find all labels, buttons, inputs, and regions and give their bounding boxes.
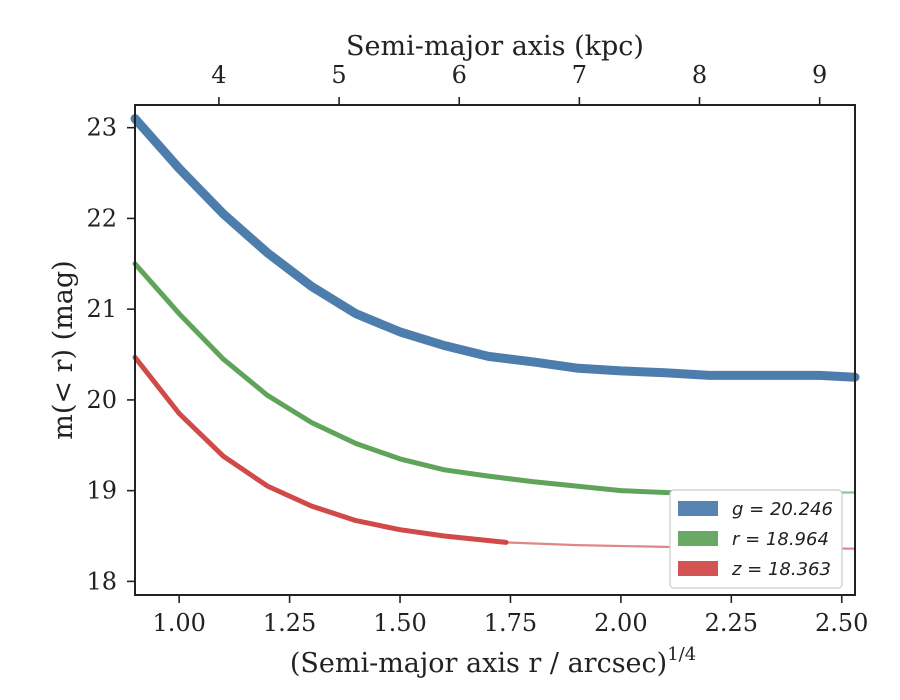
top-tick-label: 8 [692, 61, 707, 89]
top-axis-title: Semi-major axis (kpc) [346, 31, 644, 62]
top-tick-label: 5 [331, 61, 346, 89]
top-tick-label: 7 [572, 61, 587, 89]
x-tick-label: 2.50 [815, 609, 868, 637]
y-tick-label: 18 [86, 567, 117, 595]
legend-swatch-r [678, 531, 718, 546]
x-tick-label: 2.00 [594, 609, 647, 637]
x-axis-title-exponent: 1/4 [667, 644, 696, 665]
top-x-axis: 4 5 6 7 8 9 [211, 61, 827, 105]
x-tick-label: 2.25 [705, 609, 758, 637]
top-tick-label: 6 [452, 61, 467, 89]
top-tick-label: 4 [211, 61, 226, 89]
x-axis-title: (Semi-major axis r / arcsec)1/4 [290, 644, 696, 679]
x-tick-label: 1.75 [484, 609, 537, 637]
y-tick-label: 21 [86, 295, 117, 323]
y-axis: 18 19 20 21 22 23 [86, 114, 135, 595]
legend-label-g: g = 20.246 [732, 499, 833, 520]
legend-label-r: r = 18.964 [732, 529, 829, 550]
y-tick-label: 23 [86, 114, 117, 142]
legend-label-z: z = 18.363 [731, 559, 831, 580]
series-line-z [132, 354, 509, 545]
x-tick-label: 1.50 [373, 609, 426, 637]
legend: g = 20.246 r = 18.964 z = 18.363 [669, 489, 843, 589]
legend-swatch-g [678, 501, 718, 516]
plot-frame [134, 104, 856, 596]
y-tick-label: 20 [86, 386, 117, 414]
y-tick-label: 19 [86, 477, 117, 505]
x-tick-label: 1.00 [152, 609, 205, 637]
series-line-g [130, 114, 860, 382]
legend-swatch-z [678, 561, 718, 576]
top-tick-label: 9 [812, 61, 827, 89]
y-tick-label: 22 [86, 204, 117, 232]
series-line-r [132, 261, 761, 500]
y-axis-title: m(< r) (mag) [48, 260, 79, 439]
x-tick-label: 1.25 [263, 609, 316, 637]
series-layer [130, 114, 860, 550]
x-axis: 1.00 1.25 1.50 1.75 2.00 2.25 2.50 [152, 595, 868, 637]
